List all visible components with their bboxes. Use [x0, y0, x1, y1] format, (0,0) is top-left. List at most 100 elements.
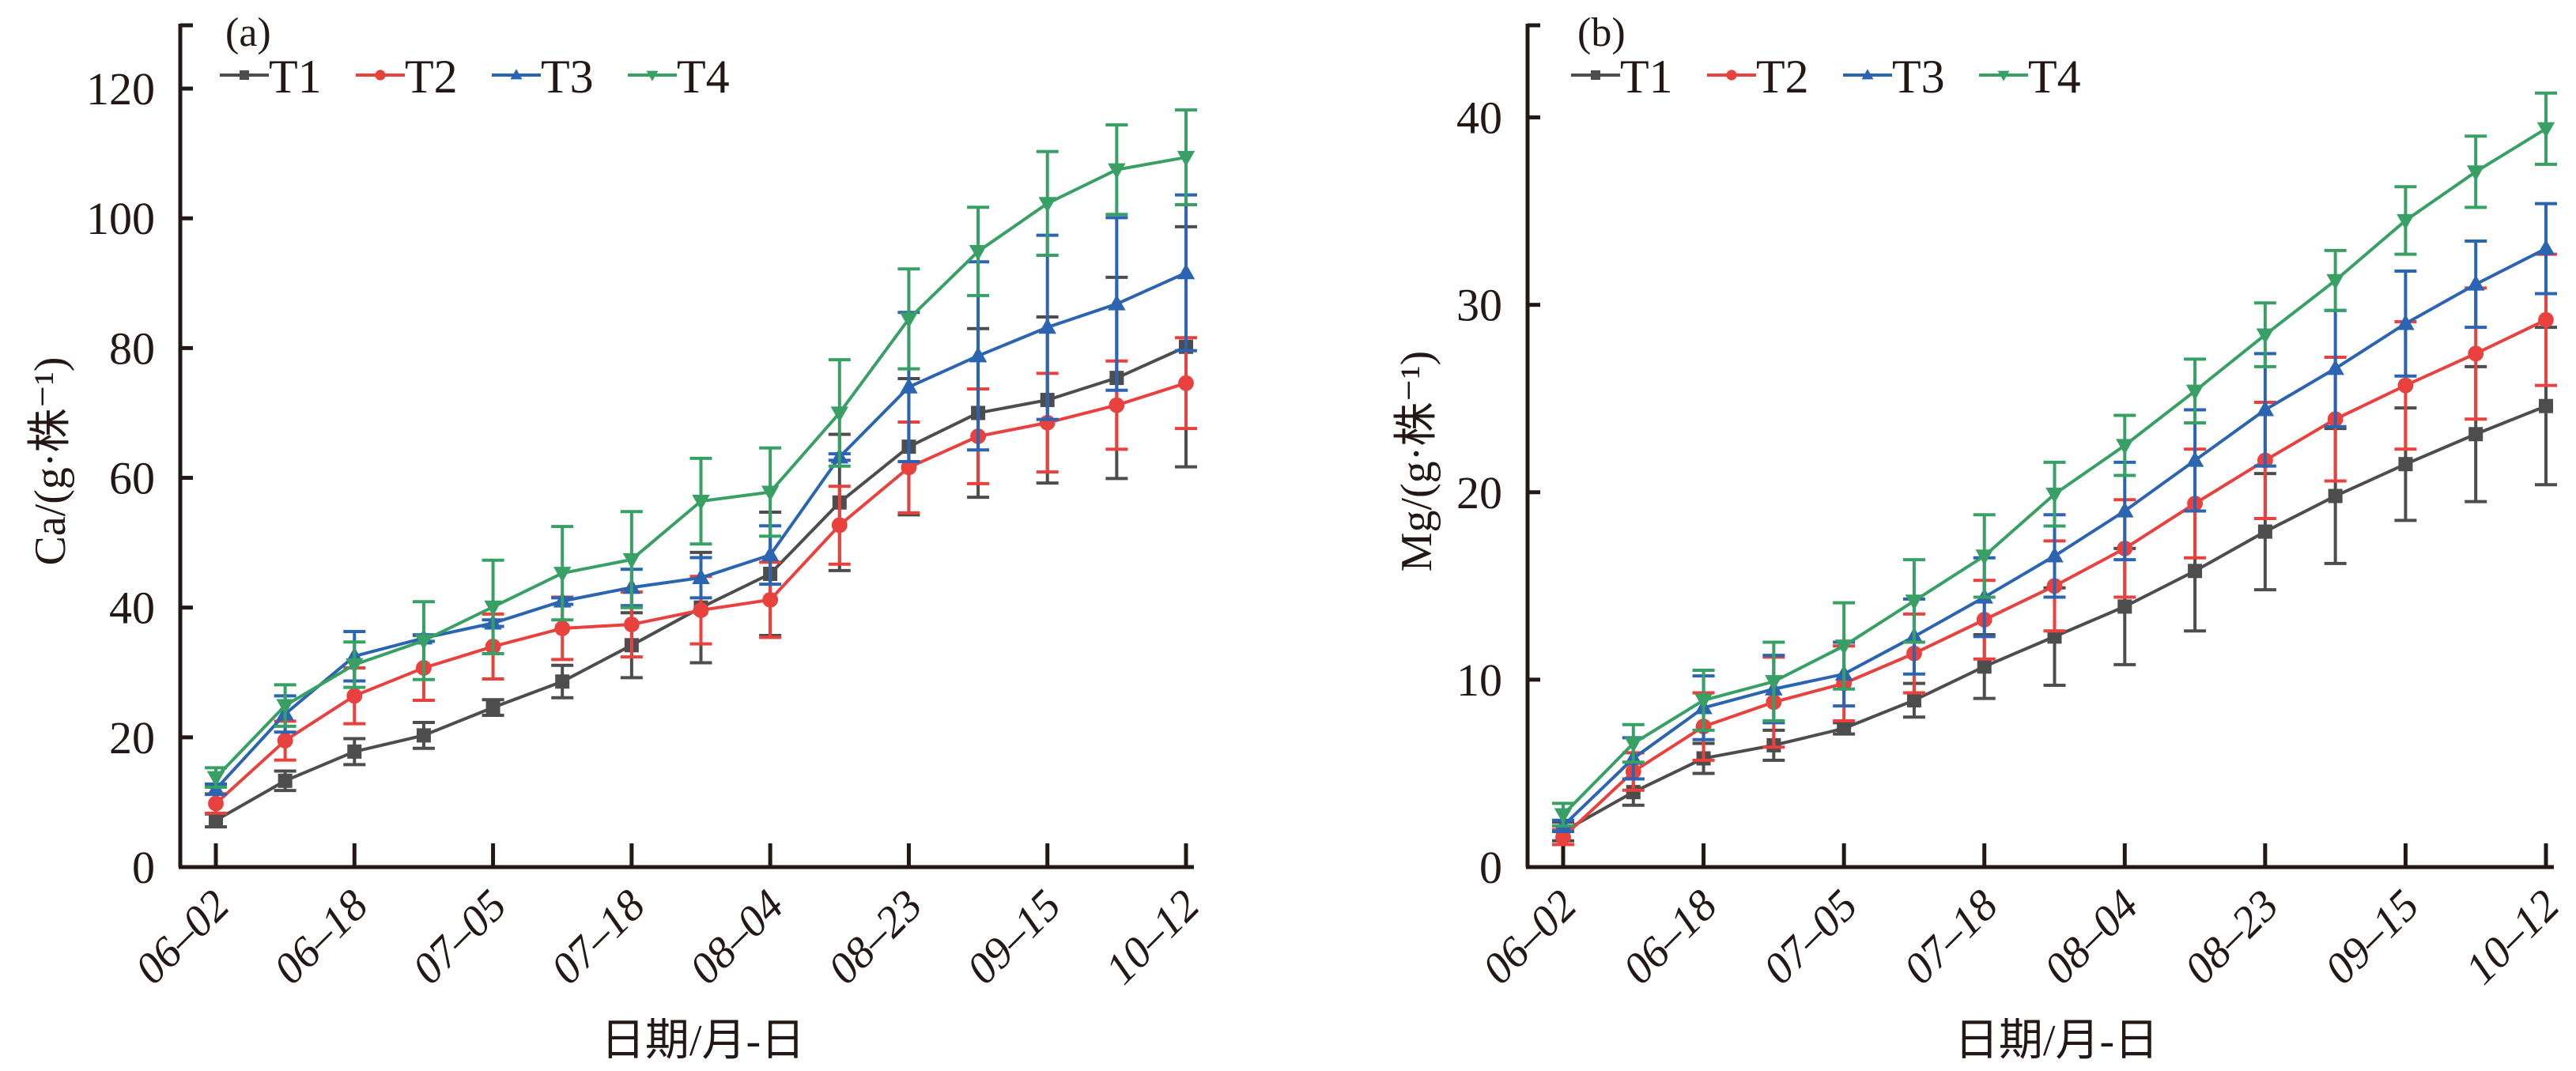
data-point: [1177, 263, 1195, 280]
legend-label: T2: [405, 51, 458, 103]
data-point: [1108, 163, 1126, 179]
x-axis-title: 日期/月-日: [1955, 1016, 2159, 1065]
y-axis-title: Mg/(g·株⁻¹): [1392, 351, 1441, 572]
data-point: [761, 545, 780, 562]
data-point: [2398, 457, 2413, 472]
data-point: [2539, 398, 2553, 413]
data-point: [2185, 451, 2204, 467]
x-tick-label: 10–12: [1096, 881, 1209, 994]
data-point: [2185, 384, 2204, 401]
legend-marker: [1591, 70, 1600, 80]
legend-item-t4: T4: [628, 51, 730, 103]
data-point: [553, 567, 572, 583]
legend: T1 T2 T3 T4: [220, 51, 730, 103]
data-point: [554, 620, 571, 636]
x-tick-label: 09–15: [958, 881, 1071, 994]
data-point: [209, 813, 223, 828]
y-tick-label: 20: [1456, 467, 1502, 519]
data-point: [692, 494, 710, 511]
x-tick-label: 10–12: [2456, 881, 2569, 994]
data-point: [277, 733, 293, 749]
legend-item-t3: T3: [1843, 51, 1945, 103]
legend-item-t3: T3: [492, 51, 594, 103]
data-point: [1554, 808, 1573, 824]
data-point: [2047, 629, 2062, 644]
x-tick-label: 07–18: [542, 881, 655, 994]
legend: T1 T2 T3 T4: [1571, 51, 2081, 103]
x-tick-label: 07–18: [1894, 881, 2008, 994]
legend-marker: [375, 70, 386, 81]
x-tick-label: 07–05: [1754, 881, 1867, 994]
data-point: [2256, 400, 2275, 417]
data-point: [416, 728, 431, 743]
data-point: [2257, 524, 2272, 539]
x-axis-title: 日期/月-日: [601, 1016, 805, 1065]
data-point: [2536, 122, 2555, 138]
data-point: [2045, 546, 2064, 563]
data-point: [2117, 599, 2132, 614]
data-point: [762, 591, 779, 608]
y-axis-title: Ca/(g·株⁻¹): [26, 356, 75, 565]
data-point: [2326, 359, 2344, 375]
data-point: [1038, 197, 1056, 213]
data-point: [1694, 693, 1713, 710]
data-point: [830, 406, 849, 423]
y-tick-label: 0: [132, 842, 155, 893]
legend-label: T4: [677, 51, 730, 103]
data-point: [1977, 659, 1992, 674]
data-point: [208, 795, 224, 812]
data-point: [1834, 639, 1853, 655]
x-tick-label: 08–04: [680, 881, 793, 994]
x-tick-label: 06–02: [126, 881, 239, 994]
x-tick-label: 09–15: [2316, 881, 2429, 994]
x-tick-label: 06–02: [1473, 881, 1586, 994]
x-tick-label: 06–18: [265, 881, 378, 994]
legend-item-t2: T2: [1707, 51, 1809, 103]
data-point: [555, 674, 570, 689]
series-t4: [1552, 91, 2557, 828]
data-point: [900, 312, 918, 329]
data-point: [900, 377, 918, 394]
legend-item-t4: T4: [1979, 51, 2081, 103]
ca-chart: 0 20 40 60 80 100 120 06–02 06–18 07–05 07–18 08–04…: [26, 10, 1209, 1065]
data-point: [761, 485, 780, 502]
x-tick-label: 06–18: [1614, 881, 1727, 994]
data-point: [969, 244, 988, 261]
y-tick-label: 10: [1456, 654, 1502, 706]
data-point: [347, 744, 362, 759]
data-point: [901, 459, 917, 476]
legend-marker: [240, 70, 249, 80]
y-tick-label: 80: [109, 322, 155, 374]
data-point: [2328, 488, 2343, 503]
legend-marker: [646, 70, 659, 81]
y-tick-label: 100: [86, 193, 155, 244]
data-point: [2397, 377, 2414, 394]
x-tick-label: 08–23: [2175, 881, 2288, 994]
data-point: [2116, 501, 2134, 518]
legend-marker: [1861, 69, 1874, 80]
panel-label: (b): [1577, 10, 1626, 55]
y-tick-label: 60: [109, 453, 155, 504]
data-point: [1837, 721, 1852, 736]
legend-label: T2: [1756, 51, 1809, 103]
data-point: [1555, 829, 1571, 845]
y-tick-label: 40: [1456, 92, 1502, 144]
data-point: [2188, 564, 2203, 579]
data-point: [831, 517, 848, 534]
axes: 0 10 20 30 40 06–02 06–18 07–05 07–18 08–04 08–23 0…: [1456, 23, 2569, 994]
legend-marker: [510, 69, 523, 80]
axes: 0 20 40 60 80 100 120 06–02 06–18 07–05 07–18 08–04…: [86, 23, 1209, 994]
data-point: [1109, 397, 1125, 413]
data-point: [1905, 594, 1924, 611]
y-tick-label: 120: [86, 63, 155, 115]
data-point: [2397, 213, 2415, 230]
data-point: [206, 771, 225, 787]
series-t4: [205, 108, 1197, 790]
data-point: [346, 688, 363, 704]
x-tick-label: 08–23: [819, 881, 932, 994]
data-point: [485, 700, 500, 715]
data-point: [1624, 737, 1643, 753]
mg-chart: 0 10 20 30 40 06–02 06–18 07–05 07–18 08–04 08–23 0…: [1392, 10, 2569, 1065]
data-point: [1626, 785, 1641, 800]
data-point: [1177, 150, 1195, 167]
